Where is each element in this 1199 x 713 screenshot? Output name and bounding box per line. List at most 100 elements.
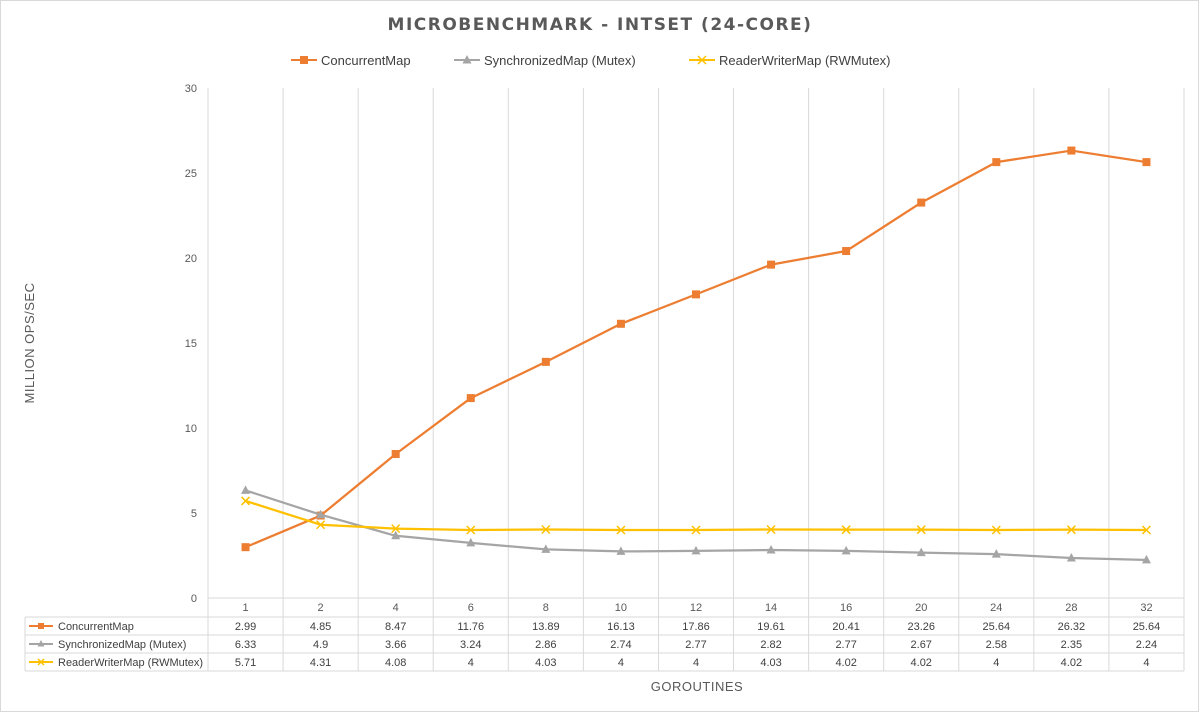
series-lines	[241, 146, 1151, 564]
x-tick-label: 24	[990, 602, 1002, 614]
data-point	[766, 524, 776, 535]
table-legend-marker	[37, 658, 45, 666]
table-cell: 16.13	[607, 621, 635, 633]
table-cell: 4.31	[310, 657, 331, 669]
data-point	[917, 198, 926, 207]
table-legend-marker	[37, 640, 45, 647]
legend-marker	[697, 55, 707, 65]
x-tick-label: 14	[765, 602, 777, 614]
table-row-label: ConcurrentMap	[58, 621, 134, 633]
data-point	[692, 290, 700, 299]
table-cell: 4.02	[911, 657, 932, 669]
table-cell: 19.61	[757, 621, 785, 633]
table-cell: 4	[693, 657, 699, 669]
table-cell: 11.76	[457, 621, 484, 633]
data-point	[391, 450, 400, 459]
x-tick-label: 6	[468, 602, 474, 614]
legend: ConcurrentMap SynchronizedMap (Mutex) Read…	[291, 53, 890, 68]
table-cell: 20.41	[832, 621, 860, 633]
data-point	[541, 357, 550, 366]
y-tick-label: 10	[185, 423, 197, 435]
data-point	[241, 485, 251, 494]
data-point	[841, 525, 851, 535]
data-point	[466, 394, 475, 403]
y-tick-label: 30	[185, 83, 197, 95]
data-point	[767, 260, 776, 269]
x-tick-label: 2	[318, 602, 324, 614]
table-cell: 13.89	[532, 621, 560, 633]
data-point	[1066, 525, 1076, 535]
table-cell: 4.03	[535, 657, 556, 669]
y-tick-label: 15	[185, 338, 197, 350]
x-tick-label: 32	[1140, 602, 1152, 614]
legend-label: ConcurrentMap	[321, 53, 411, 68]
y-tick-label: 25	[185, 168, 197, 180]
chart-title: MICROBENCHMARK - INTSET (24-CORE)	[388, 15, 813, 35]
x-tick-label: 10	[615, 602, 627, 614]
data-point	[841, 545, 851, 555]
table-cell: 4.02	[1061, 657, 1082, 669]
data-point	[541, 524, 551, 535]
x-axis-title: GOROUTINES	[651, 679, 743, 694]
data-point	[1066, 553, 1076, 562]
table-legend-marker	[38, 623, 44, 629]
data-point	[541, 544, 551, 553]
y-tick-label: 0	[191, 593, 197, 605]
table-row-label: ReaderWriterMap (RWMutex)	[58, 657, 203, 669]
x-tick-label: 8	[543, 602, 549, 614]
table-cell: 2.67	[911, 639, 932, 651]
table-cell: 4	[618, 657, 624, 669]
data-point	[391, 524, 401, 534]
table-cell: 2.82	[760, 639, 781, 651]
table-cell: 6.33	[235, 639, 256, 651]
table-cell: 4	[468, 657, 474, 669]
data-point	[1141, 525, 1151, 535]
table-cell: 17.86	[682, 621, 710, 633]
series-line	[245, 499, 1147, 532]
data-point	[616, 319, 625, 328]
data-point	[1142, 158, 1151, 167]
table-cell: 2.77	[685, 639, 706, 651]
y-tick-label: 20	[185, 253, 197, 265]
table-cell: 25.64	[1133, 621, 1161, 633]
data-point	[991, 549, 1001, 558]
data-point	[241, 543, 250, 552]
x-tick-label: 16	[840, 602, 852, 614]
table-cell: 26.32	[1058, 621, 1086, 633]
x-tick-label: 28	[1065, 602, 1077, 614]
table-cell: 4.03	[760, 657, 781, 669]
table-cell: 2.99	[235, 621, 256, 633]
table-cell: 2.35	[1061, 639, 1082, 651]
table-row-label: SynchronizedMap (Mutex)	[58, 639, 186, 651]
x-tick-label: 1	[242, 602, 248, 614]
table-cell: 4.02	[835, 657, 856, 669]
data-point	[241, 496, 251, 506]
data-point	[1141, 554, 1151, 564]
data-point	[616, 546, 626, 555]
table-cell: 4.9	[313, 639, 328, 651]
data-point	[991, 525, 1001, 535]
data-point	[691, 525, 701, 535]
data-point	[916, 547, 926, 557]
y-axis-ticks: 0 5 10 15 20 25 30	[185, 83, 197, 605]
data-point	[842, 247, 851, 256]
table-cell: 2.77	[835, 639, 856, 651]
table-cell: 3.66	[385, 639, 406, 651]
table-cell: 4	[1143, 657, 1149, 669]
table-cell: 4	[993, 657, 999, 669]
x-tick-label: 20	[915, 602, 927, 614]
data-point	[466, 537, 476, 547]
table-cell: 5.71	[235, 657, 256, 669]
x-tick-label: 12	[690, 602, 702, 614]
legend-marker	[300, 56, 308, 64]
legend-label: ReaderWriterMap (RWMutex)	[719, 53, 890, 68]
table-cell: 2.58	[986, 639, 1007, 651]
data-point	[1067, 146, 1076, 155]
table-cell: 2.74	[610, 639, 631, 651]
table-cell: 4.85	[310, 621, 331, 633]
grid	[207, 88, 1185, 671]
data-point	[616, 525, 626, 535]
data-point	[766, 545, 776, 554]
